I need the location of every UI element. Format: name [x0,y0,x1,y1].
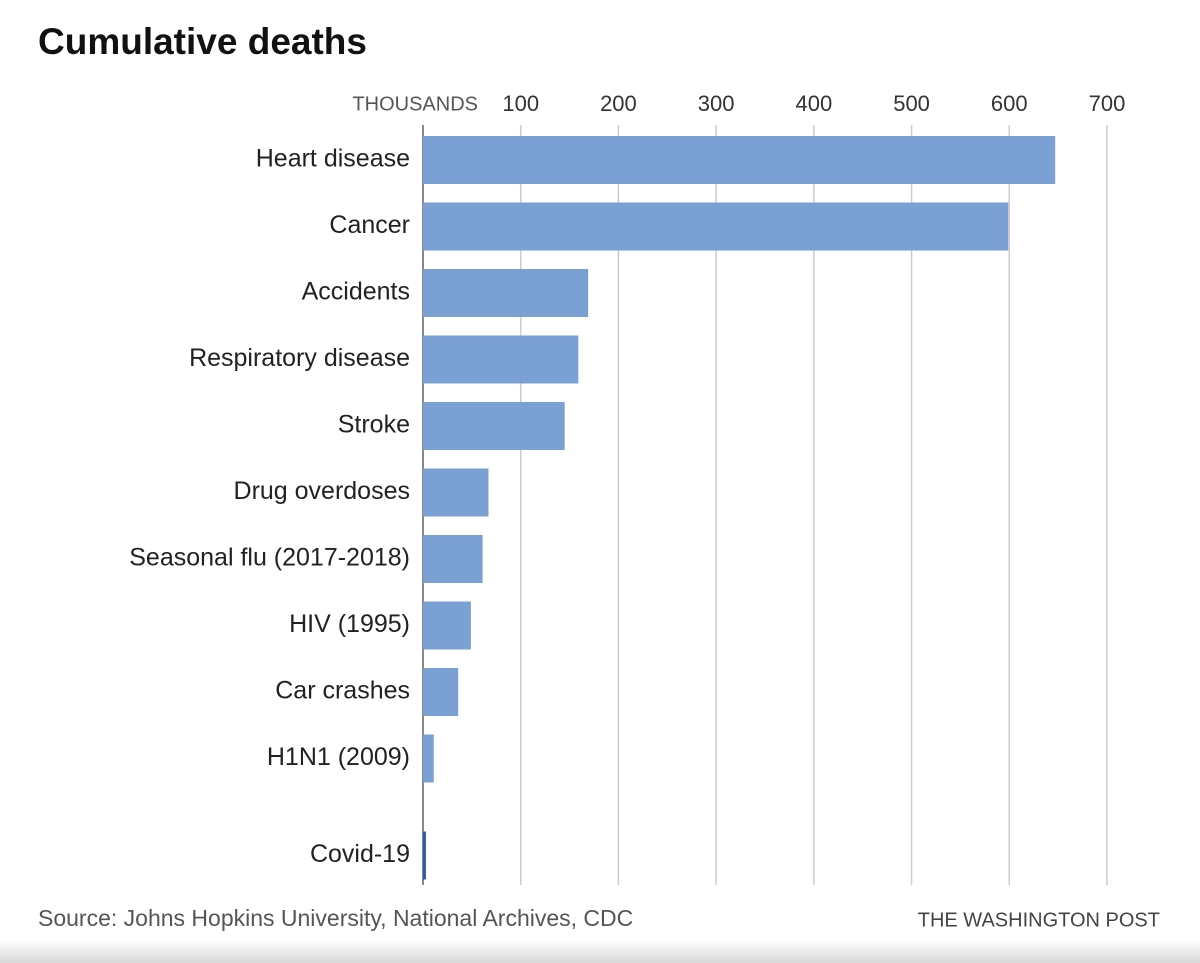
y-tick-label: Accidents [302,278,410,306]
x-axis-label: THOUSANDS [352,93,478,115]
bar [423,668,459,716]
bar [423,535,483,583]
y-tick-label: Covid-19 [310,840,410,868]
y-tick-label: Drug overdoses [234,477,410,505]
x-tick-label: 500 [893,91,930,116]
bar [423,136,1056,184]
credit: THE WASHINGTON POST [918,909,1160,931]
y-tick-label: Respiratory disease [189,344,410,372]
y-tick-label: HIV (1995) [289,610,410,638]
bar [423,402,565,450]
source: Source: Johns Hopkins University, Nation… [38,905,633,931]
x-tick-label: 100 [502,91,539,116]
x-tick-label: 600 [991,91,1028,116]
bar [423,269,589,317]
x-tick-label: 300 [698,91,735,116]
bar [423,202,1009,251]
x-tick-label: 700 [1089,91,1126,116]
y-tick-label: H1N1 (2009) [267,743,410,771]
y-tick-label: Stroke [338,411,410,439]
x-tick-label: 400 [795,91,832,116]
bar [423,601,471,650]
y-tick-label: Seasonal flu (2017-2018) [129,544,410,572]
y-tick-label: Car crashes [275,677,410,705]
bottom-fade [0,940,1200,963]
chart-title: Cumulative deaths [38,21,367,62]
y-tick-label: Cancer [329,211,410,239]
bar [423,468,489,517]
x-tick-label: 200 [600,91,637,116]
bar [423,831,426,880]
bar [423,335,579,384]
bar [423,734,434,783]
y-tick-label: Heart disease [256,145,410,173]
